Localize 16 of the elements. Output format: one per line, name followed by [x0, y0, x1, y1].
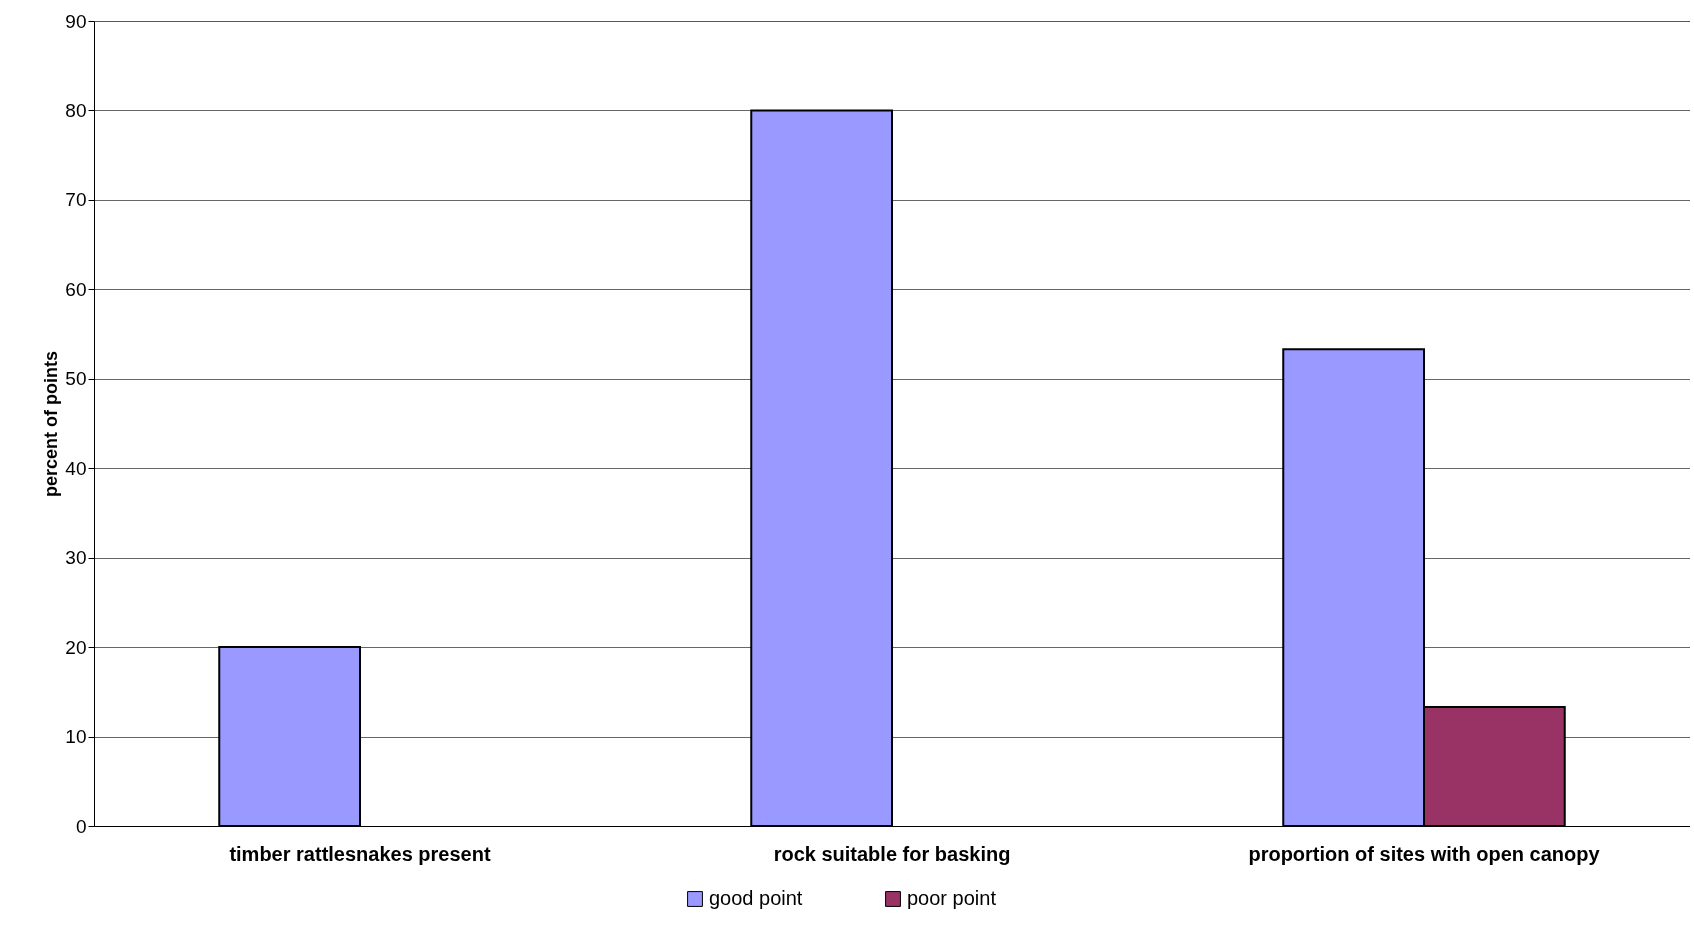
legend-label: good point [709, 887, 803, 909]
y-axis-title: percent of points [41, 350, 62, 498]
y-tick-label: 0 [75, 815, 87, 837]
x-tick-label: proportion of sites with open canopy [1248, 842, 1601, 865]
legend-label: poor point [907, 887, 997, 909]
y-tick-label: 20 [65, 636, 87, 658]
y-tick-label: 30 [65, 547, 87, 569]
y-tick-label: 10 [65, 726, 87, 748]
x-tick-label: rock suitable for basking [773, 842, 1011, 865]
y-tick-label: 80 [65, 99, 87, 121]
y-tick-label: 60 [65, 278, 87, 300]
y-tick-label: 40 [65, 457, 87, 479]
y-tick-label: 90 [65, 10, 87, 32]
x-tick-label: timber rattlesnakes present [229, 842, 491, 865]
y-tick-label: 50 [65, 368, 87, 390]
y-tick-label: 70 [65, 189, 87, 211]
